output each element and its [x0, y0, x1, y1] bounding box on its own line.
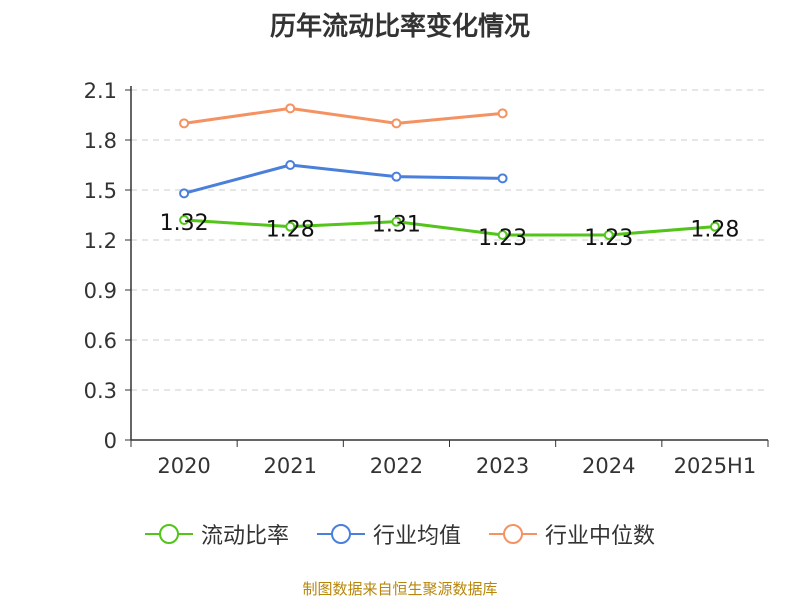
y-tick-label: 0.3	[84, 379, 117, 403]
x-tick-label: 2021	[264, 454, 317, 478]
legend: 流动比率 行业均值 行业中位数	[0, 518, 800, 550]
data-label: 1.32	[160, 211, 209, 236]
data-point	[391, 216, 402, 227]
x-tick-label: 2022	[370, 454, 423, 478]
series-line	[183, 218, 716, 237]
legend-label: 行业均值	[372, 524, 461, 549]
series-line	[183, 106, 503, 125]
y-tick-label: 1.2	[84, 229, 117, 253]
x-tick-label: 2025H1	[674, 454, 757, 478]
x-tick-label: 2023	[476, 454, 529, 478]
legend-marker-icon	[316, 524, 365, 544]
data-point	[709, 221, 720, 232]
data-point	[285, 103, 296, 114]
y-tick-label: 1.5	[84, 179, 117, 203]
legend-item-industry-median[interactable]: 行业中位数	[489, 518, 655, 550]
legend-item-current-ratio[interactable]: 流动比率	[144, 518, 289, 550]
data-point	[285, 160, 296, 170]
data-label: 1.28	[266, 218, 315, 243]
data-point	[497, 173, 508, 184]
data-point	[497, 230, 508, 240]
legend-label: 流动比率	[200, 524, 289, 549]
legend-label: 行业中位数	[545, 524, 656, 549]
data-label: 1.31	[372, 213, 421, 238]
y-tick-label: 0	[104, 429, 117, 453]
legend-item-industry-average[interactable]: 行业均值	[316, 518, 461, 550]
data-point	[179, 188, 190, 199]
data-label: 1.28	[690, 218, 739, 243]
legend-marker-icon	[144, 524, 193, 544]
x-tick-label: 2024	[582, 454, 635, 478]
y-tick-label: 1.8	[84, 129, 117, 153]
data-point	[391, 171, 402, 182]
data-point	[391, 118, 402, 129]
data-label: 1.23	[478, 226, 527, 251]
data-point	[497, 108, 508, 119]
y-tick-label: 0.9	[84, 279, 117, 303]
y-tick-label: 0.6	[84, 329, 117, 353]
data-point	[285, 221, 296, 232]
y-tick-label: 2.1	[84, 79, 117, 103]
data-label: 1.23	[584, 226, 633, 251]
data-point	[603, 230, 614, 240]
legend-marker-icon	[489, 524, 537, 544]
data-point	[179, 118, 190, 129]
x-tick-label: 2020	[157, 454, 210, 478]
chart-title: 历年流动比率变化情况	[269, 12, 530, 42]
data-source-note: 制图数据来自恒生聚源数据库	[302, 580, 498, 598]
data-point	[179, 215, 190, 225]
series-line	[183, 163, 503, 195]
